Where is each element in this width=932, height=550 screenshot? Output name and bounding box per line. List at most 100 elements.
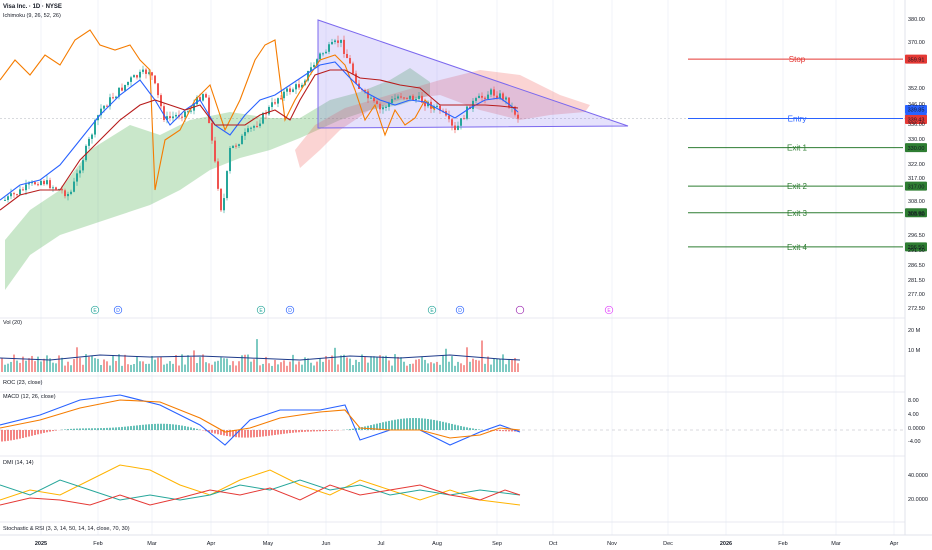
volume-bar xyxy=(82,364,84,372)
price-tick-3: 346.00 xyxy=(908,102,925,108)
macd-hist-bar xyxy=(37,430,39,435)
candle-body xyxy=(142,69,144,72)
price-tick-4: 336.00 xyxy=(908,122,925,128)
macd-hist-bar xyxy=(4,430,6,442)
x-tick-0: 2025 xyxy=(35,541,47,547)
trade-levels[interactable]: Stop 359.91 Entry 339.85 Exit 1 330.00 Exit 2 3… xyxy=(688,54,927,252)
volume-bar xyxy=(295,364,297,372)
macd-hist-bar xyxy=(247,430,249,438)
macd-hist-bar xyxy=(118,427,120,430)
macd-hist-bar xyxy=(307,430,309,432)
candle-body xyxy=(241,135,243,145)
volume-bar xyxy=(310,362,312,372)
macd-hist-bar xyxy=(109,427,111,430)
macd-hist-bar xyxy=(472,428,474,430)
volume-bar xyxy=(268,363,270,372)
macd-hist-bar xyxy=(436,420,438,430)
candle-body xyxy=(7,196,9,200)
macd-hist-bar xyxy=(358,427,360,430)
candle-body xyxy=(91,134,93,139)
volume-bar xyxy=(418,359,420,372)
macd-hist-bar xyxy=(211,430,213,433)
volume-bar xyxy=(289,361,291,372)
volume-bar xyxy=(199,357,201,372)
candle-body xyxy=(112,97,114,99)
volume-bar xyxy=(334,347,336,372)
event-label-3: D xyxy=(288,308,292,314)
volume-bar xyxy=(427,363,429,372)
macd-hist-bar xyxy=(478,429,480,430)
price-tick-8: 308.00 xyxy=(908,199,925,205)
volume-bar xyxy=(169,361,171,372)
level-price-tag-4 xyxy=(905,208,927,218)
candle-body xyxy=(31,182,33,184)
volume-bar xyxy=(439,364,441,372)
candle-body xyxy=(394,98,396,100)
macd-hist-bar xyxy=(178,425,180,430)
volume-bar xyxy=(43,358,45,372)
volume-bar xyxy=(472,358,474,372)
cloud-red xyxy=(295,70,590,168)
volume-bar xyxy=(328,359,330,372)
candle-body xyxy=(103,105,105,109)
volume-bar xyxy=(187,355,189,372)
candle-body xyxy=(286,88,288,92)
macd-hist-bar xyxy=(280,430,282,435)
level-price-tag-5 xyxy=(905,242,927,252)
macd-hist-bar xyxy=(67,429,69,430)
candle-body xyxy=(223,198,225,211)
volume-bar xyxy=(67,361,69,372)
volume-legend: Vol (20) xyxy=(3,320,22,326)
current-price-1: 339.85 xyxy=(908,108,925,114)
candle-body xyxy=(127,81,129,85)
macd-hist-bar xyxy=(502,430,504,432)
volume-bar xyxy=(307,358,309,372)
price-tick-5: 330.00 xyxy=(908,137,925,143)
macd-hist-bar xyxy=(169,424,171,430)
ichimoku-legend: Ichimoku (9, 26, 52, 26) xyxy=(3,13,61,19)
level-label-5: Exit 4 xyxy=(787,243,808,252)
macd-hist-bar xyxy=(349,429,351,430)
macd-hist-bar xyxy=(112,427,114,430)
candle-body xyxy=(517,114,519,119)
candle-body xyxy=(493,89,495,96)
candle-body xyxy=(298,84,300,88)
volume-bar xyxy=(481,340,483,372)
macd-pane xyxy=(0,394,905,446)
level-label-2: Exit 1 xyxy=(787,144,808,153)
candle-body xyxy=(280,98,282,100)
volume-bar xyxy=(274,359,276,372)
macd-hist-bar xyxy=(64,429,66,430)
volume-bar xyxy=(202,354,204,372)
volume-bar xyxy=(28,358,30,372)
candle-body xyxy=(406,97,408,99)
macd-hist-bar xyxy=(130,426,132,430)
macd-hist-bar xyxy=(166,423,168,430)
candle-body xyxy=(208,97,210,124)
candle-body xyxy=(274,102,276,104)
dmi-tick-1: 20.0000 xyxy=(908,497,928,503)
candle-body xyxy=(268,106,270,115)
candle-body xyxy=(106,105,108,107)
macd-hist-bar xyxy=(163,423,165,430)
macd-hist-bar xyxy=(49,430,51,432)
volume-bar xyxy=(37,356,39,372)
candle-body xyxy=(94,120,96,135)
macd-hist-bar xyxy=(76,428,78,430)
candle-body xyxy=(118,87,120,97)
candle-body xyxy=(391,99,393,103)
candle-body xyxy=(160,95,162,107)
macd-hist-bar xyxy=(499,430,501,432)
candle-body xyxy=(454,125,456,130)
candle-body xyxy=(448,115,450,120)
macd-hist-bar xyxy=(439,421,441,430)
candle-body xyxy=(124,84,126,91)
macd-hist-bar xyxy=(457,425,459,430)
price-tick-1: 370.00 xyxy=(908,40,925,46)
volume-bar xyxy=(175,355,177,372)
candle-body xyxy=(382,107,384,110)
volume-bar xyxy=(322,361,324,372)
volume-bar xyxy=(364,356,366,372)
